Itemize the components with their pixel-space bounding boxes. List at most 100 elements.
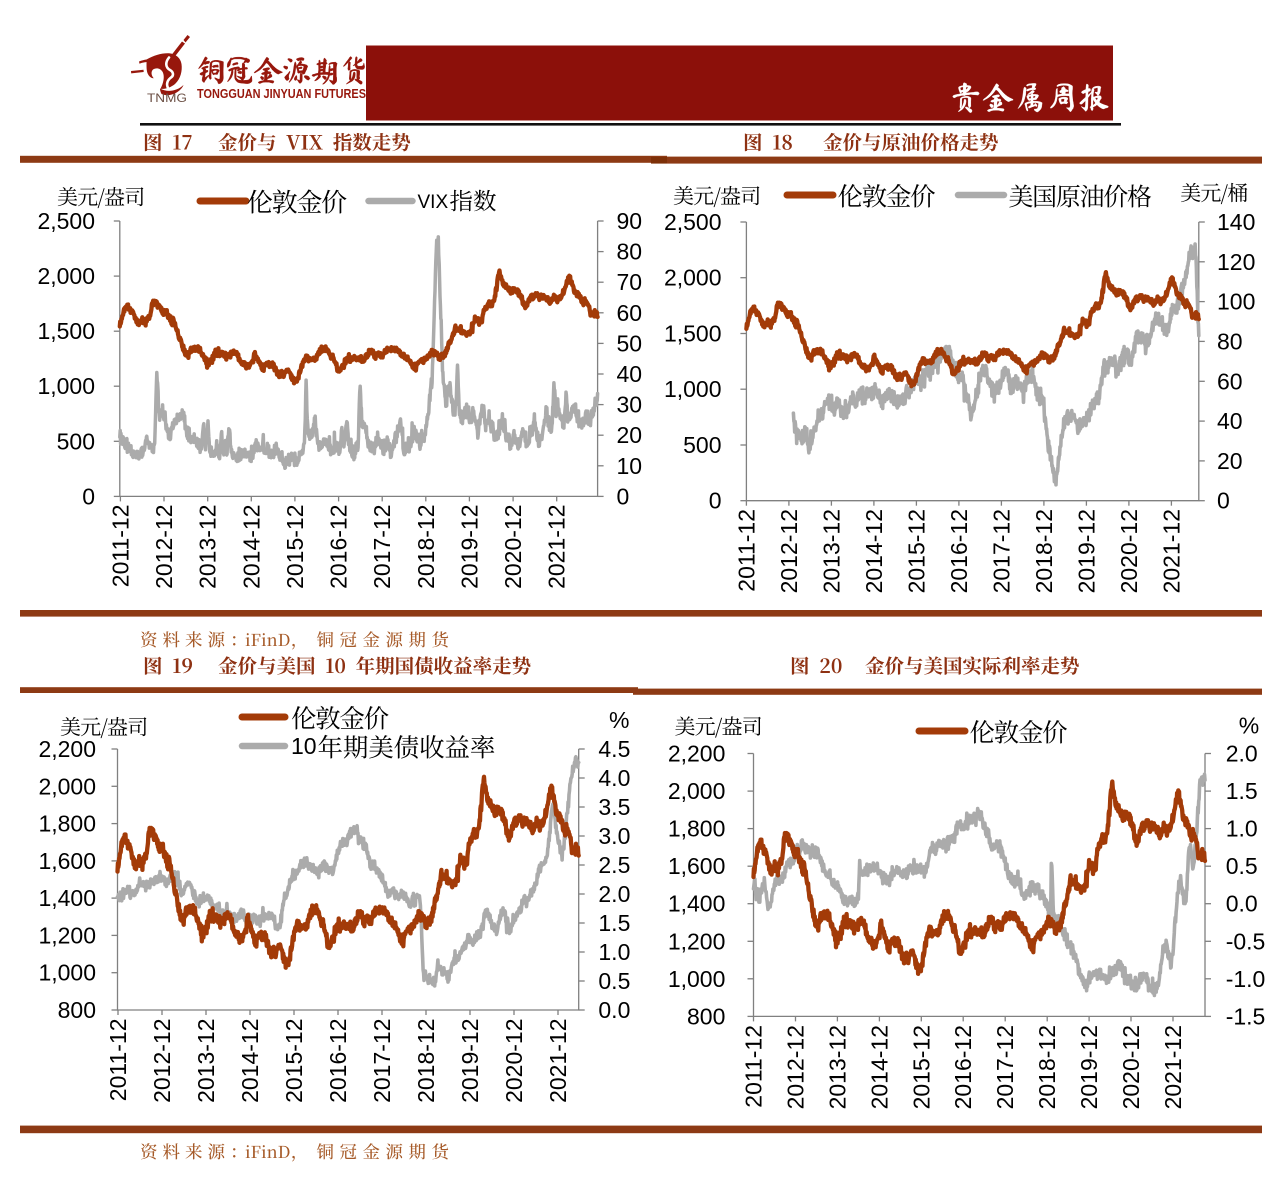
svg-text:500: 500 <box>57 428 95 454</box>
svg-text:2014-12: 2014-12 <box>861 509 887 593</box>
svg-text:1,800: 1,800 <box>668 816 726 842</box>
svg-text:2021-12: 2021-12 <box>1160 1025 1186 1109</box>
svg-text:500: 500 <box>683 432 721 458</box>
svg-text:2,000: 2,000 <box>38 773 96 799</box>
svg-text:1,000: 1,000 <box>668 966 726 992</box>
svg-text:%: % <box>609 707 629 733</box>
svg-text:2018-12: 2018-12 <box>1031 509 1057 593</box>
svg-text:800: 800 <box>687 1003 725 1029</box>
svg-text:0: 0 <box>709 488 722 514</box>
svg-text:1,800: 1,800 <box>38 811 96 837</box>
svg-text:2.5: 2.5 <box>598 852 630 878</box>
svg-text:2013-12: 2013-12 <box>193 1019 219 1103</box>
svg-text:70: 70 <box>617 269 643 295</box>
svg-text:800: 800 <box>58 997 96 1023</box>
svg-text:2013-12: 2013-12 <box>818 509 844 593</box>
svg-text:1,600: 1,600 <box>668 853 726 879</box>
svg-text:2017-12: 2017-12 <box>369 505 395 589</box>
svg-text:10: 10 <box>617 453 643 479</box>
svg-text:2016-12: 2016-12 <box>325 1019 351 1103</box>
svg-text:2014-12: 2014-12 <box>238 505 264 589</box>
svg-text:2013-12: 2013-12 <box>195 505 221 589</box>
svg-text:2011-12: 2011-12 <box>741 1025 767 1108</box>
svg-text:2020-12: 2020-12 <box>1116 509 1142 593</box>
svg-text:1,200: 1,200 <box>668 928 726 954</box>
svg-text:20: 20 <box>1217 448 1243 474</box>
svg-text:10: 10 <box>291 733 317 759</box>
svg-text:1,000: 1,000 <box>38 960 96 986</box>
svg-text:TNMG: TNMG <box>147 93 187 105</box>
svg-text:2,200: 2,200 <box>38 736 96 762</box>
svg-text:40: 40 <box>617 361 643 387</box>
svg-text:140: 140 <box>1217 209 1255 235</box>
svg-text:2011-12: 2011-12 <box>105 1019 131 1102</box>
svg-text:2013-12: 2013-12 <box>824 1025 850 1109</box>
svg-text:2,500: 2,500 <box>37 208 95 234</box>
svg-text:%: % <box>1239 713 1259 739</box>
svg-text:2017-12: 2017-12 <box>988 509 1014 593</box>
svg-text:2019-12: 2019-12 <box>1073 509 1099 593</box>
svg-text:0: 0 <box>1217 488 1230 514</box>
svg-text:2017-12: 2017-12 <box>992 1025 1018 1109</box>
svg-text:2019-12: 2019-12 <box>456 505 482 589</box>
svg-text:40: 40 <box>1217 408 1243 434</box>
svg-text:2015-12: 2015-12 <box>281 1019 307 1103</box>
svg-text:2020-12: 2020-12 <box>500 505 526 589</box>
svg-text:2012-12: 2012-12 <box>149 1019 175 1103</box>
svg-text:2.0: 2.0 <box>598 881 630 907</box>
svg-text:2011-12: 2011-12 <box>733 509 759 592</box>
svg-text:2020-12: 2020-12 <box>501 1019 527 1103</box>
svg-text:0.0: 0.0 <box>598 997 630 1023</box>
svg-text:2014-12: 2014-12 <box>866 1025 892 1109</box>
svg-text:2012-12: 2012-12 <box>151 505 177 589</box>
svg-text:-1.0: -1.0 <box>1226 966 1266 992</box>
svg-text:2015-12: 2015-12 <box>282 505 308 589</box>
svg-text:1,400: 1,400 <box>38 885 96 911</box>
svg-text:3.5: 3.5 <box>598 794 630 820</box>
svg-text:80: 80 <box>617 239 643 265</box>
svg-text:2021-12: 2021-12 <box>544 505 570 589</box>
svg-text:1,500: 1,500 <box>37 318 95 344</box>
svg-text:0.0: 0.0 <box>1226 891 1258 917</box>
svg-text:4.5: 4.5 <box>598 736 630 762</box>
svg-text:VIX: VIX <box>418 192 449 213</box>
svg-text:2,000: 2,000 <box>668 778 726 804</box>
svg-text:4.0: 4.0 <box>598 765 630 791</box>
svg-text:-0.5: -0.5 <box>1226 928 1266 954</box>
svg-text:2015-12: 2015-12 <box>908 1025 934 1109</box>
svg-text:0: 0 <box>617 483 630 509</box>
svg-text:2021-12: 2021-12 <box>1158 509 1184 593</box>
svg-text:60: 60 <box>1217 368 1243 394</box>
svg-text:2.0: 2.0 <box>1226 741 1258 767</box>
svg-text:1,400: 1,400 <box>668 891 726 917</box>
svg-text:60: 60 <box>617 300 643 326</box>
svg-text:100: 100 <box>1217 289 1255 315</box>
svg-text:1,000: 1,000 <box>37 373 95 399</box>
svg-text:2,000: 2,000 <box>664 265 722 291</box>
svg-text:1,600: 1,600 <box>38 848 96 874</box>
svg-text:2020-12: 2020-12 <box>1118 1025 1144 1109</box>
svg-text:2016-12: 2016-12 <box>326 505 352 589</box>
svg-text:1.0: 1.0 <box>598 939 630 965</box>
svg-text:1,200: 1,200 <box>38 922 96 948</box>
svg-text:2019-12: 2019-12 <box>457 1019 483 1103</box>
svg-text:2011-12: 2011-12 <box>107 505 133 588</box>
svg-text:2018-12: 2018-12 <box>413 505 439 589</box>
svg-text:2018-12: 2018-12 <box>1034 1025 1060 1109</box>
svg-text:2016-12: 2016-12 <box>946 509 972 593</box>
svg-text:2015-12: 2015-12 <box>903 509 929 593</box>
svg-text:50: 50 <box>617 330 643 356</box>
svg-text:2017-12: 2017-12 <box>369 1019 395 1103</box>
svg-text:2021-12: 2021-12 <box>545 1019 571 1103</box>
svg-text:1,500: 1,500 <box>664 321 722 347</box>
svg-text:120: 120 <box>1217 249 1255 275</box>
svg-text:1,000: 1,000 <box>664 376 722 402</box>
svg-text:90: 90 <box>617 208 643 234</box>
svg-text:2016-12: 2016-12 <box>950 1025 976 1109</box>
svg-text:2,000: 2,000 <box>37 263 95 289</box>
svg-text:1.5: 1.5 <box>1226 778 1258 804</box>
svg-text:TONGGUAN JINYUAN FUTURES: TONGGUAN JINYUAN FUTURES <box>197 86 366 101</box>
svg-text:2,500: 2,500 <box>664 209 722 235</box>
svg-text:3.0: 3.0 <box>598 823 630 849</box>
svg-text:0: 0 <box>82 483 95 509</box>
